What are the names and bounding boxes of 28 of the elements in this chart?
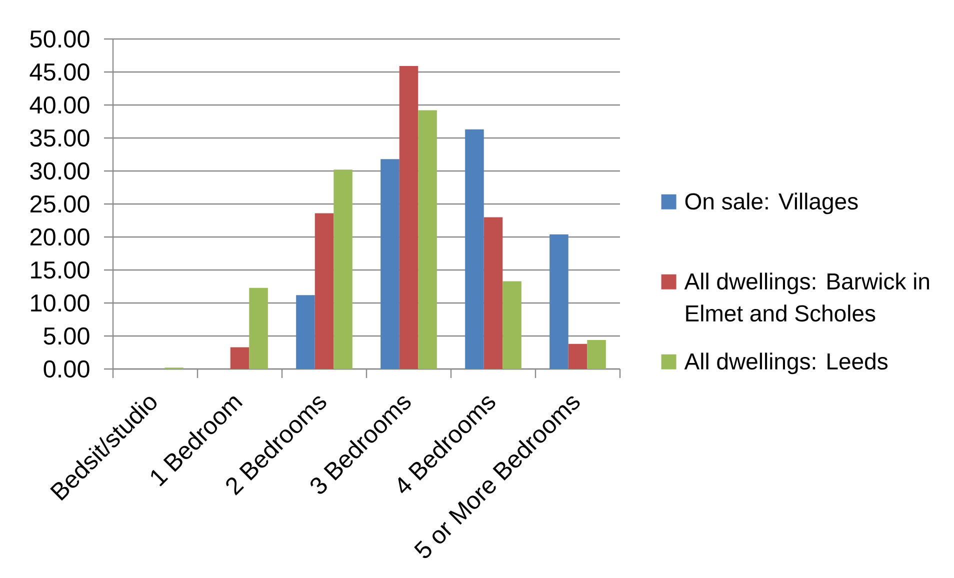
y-tick-label: 5.00 [44, 327, 90, 345]
bar [249, 288, 268, 369]
legend-label: All dwellings: Barwick in Elmet and Scholes [684, 272, 929, 322]
y-tick-label: 35.00 [30, 129, 90, 147]
bar [380, 159, 400, 369]
bar [484, 217, 503, 369]
bar [465, 129, 484, 369]
y-tick-label: 10.00 [31, 294, 90, 312]
bar [550, 234, 568, 369]
y-tick-label: 30.00 [30, 162, 90, 180]
y-tick-label: 45.00 [30, 63, 90, 81]
bar [418, 110, 437, 369]
bar [296, 295, 315, 369]
y-tick-label: 25.00 [30, 195, 90, 213]
bar [587, 340, 606, 369]
y-tick-label: 50.00 [30, 30, 90, 48]
bar [314, 213, 334, 369]
bar [230, 347, 250, 369]
y-tick-label: 40.00 [30, 96, 90, 114]
y-tick-label: 20.00 [30, 228, 90, 246]
bar [568, 344, 588, 369]
bar [502, 281, 522, 369]
y-tick-label: 15.00 [31, 261, 90, 279]
bar [399, 66, 418, 369]
legend-label: On sale: Villages [685, 192, 858, 214]
legend-label: All dwellings: Leeds [684, 352, 888, 374]
y-tick-label: 0.00 [44, 360, 90, 378]
bar [334, 170, 352, 369]
